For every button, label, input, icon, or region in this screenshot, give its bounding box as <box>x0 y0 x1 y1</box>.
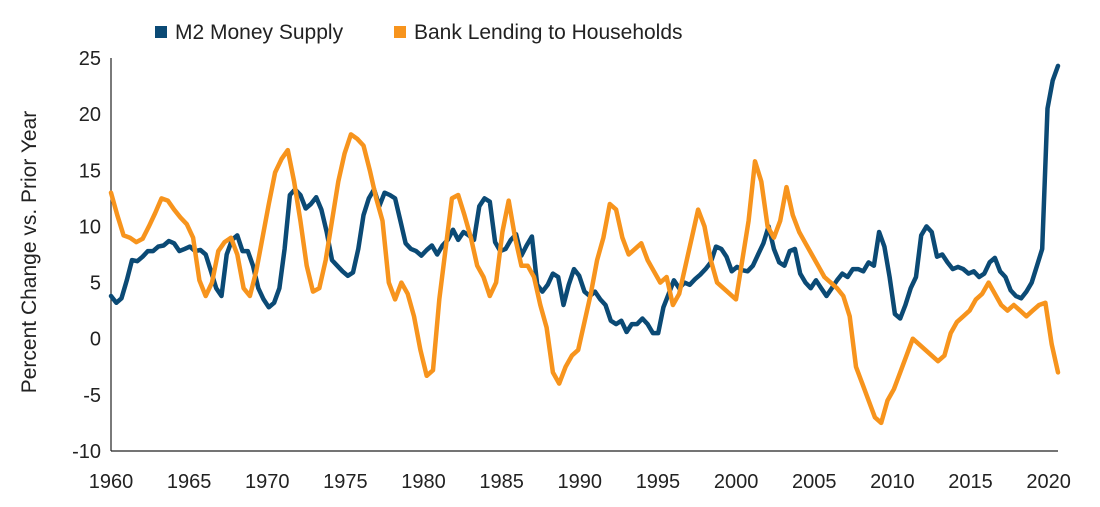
x-tick-label: 2000 <box>714 471 759 493</box>
y-tick-label: -5 <box>83 385 101 407</box>
x-tick-label: 2005 <box>792 471 837 493</box>
y-tick-label: -10 <box>72 441 101 463</box>
series-line-bank-lending <box>108 132 1061 426</box>
x-tick-label: 2020 <box>1026 471 1071 493</box>
x-tick-label: 2010 <box>870 471 915 493</box>
x-tick-label: 1960 <box>89 471 134 493</box>
series-layer <box>108 63 1061 426</box>
legend-swatch-m2 <box>155 26 167 38</box>
y-tick-labels: 25 20 15 10 5 0 -5 -10 <box>72 48 101 463</box>
y-tick-label: 10 <box>79 216 101 238</box>
x-tick-label: 1990 <box>558 471 603 493</box>
series-line-m2-money-supply <box>108 63 1061 336</box>
legend-label-lending: Bank Lending to Households <box>414 21 683 44</box>
legend-label-m2: M2 Money Supply <box>175 21 344 44</box>
y-tick-label: 5 <box>90 273 101 295</box>
legend-swatch-lending <box>394 26 406 38</box>
x-tick-label: 1965 <box>167 471 212 493</box>
legend: M2 Money Supply Bank Lending to Househol… <box>155 21 683 44</box>
x-tick-label: 2015 <box>948 471 993 493</box>
y-tick-label: 25 <box>79 48 101 70</box>
y-tick-label: 20 <box>79 104 101 126</box>
y-tick-label: 0 <box>90 329 101 351</box>
x-tick-label: 1980 <box>401 471 446 493</box>
legend-item-lending: Bank Lending to Households <box>394 21 683 44</box>
x-tick-label: 1995 <box>636 471 681 493</box>
x-tick-label: 1975 <box>323 471 368 493</box>
y-axis-title: Percent Change vs. Prior Year <box>18 111 41 394</box>
legend-item-m2: M2 Money Supply <box>155 21 344 44</box>
x-tick-label: 1970 <box>245 471 290 493</box>
x-tick-label: 1985 <box>479 471 524 493</box>
y-tick-label: 15 <box>79 160 101 182</box>
x-tick-labels: 1960 1965 1970 1975 1980 1985 1990 1995 2000 2005… <box>89 471 1071 493</box>
